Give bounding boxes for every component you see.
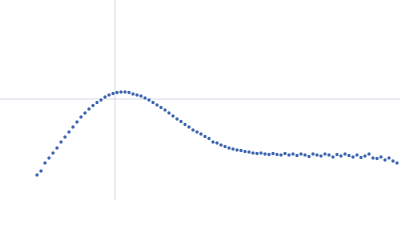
point	[155, 103, 159, 107]
point	[207, 136, 211, 141]
point	[203, 134, 207, 139]
point	[127, 90, 131, 95]
point	[115, 90, 119, 95]
point	[87, 107, 91, 111]
point	[351, 155, 355, 159]
point	[287, 153, 291, 157]
point	[383, 158, 387, 162]
point	[179, 119, 183, 124]
point	[111, 91, 115, 96]
point	[331, 155, 335, 159]
point	[107, 93, 111, 97]
point	[255, 151, 259, 156]
point	[375, 156, 379, 161]
point	[315, 153, 319, 157]
point	[139, 94, 143, 98]
point	[363, 154, 367, 158]
point	[191, 128, 195, 132]
point	[355, 153, 359, 157]
point	[291, 152, 295, 156]
point	[247, 150, 251, 154]
point	[279, 153, 283, 157]
point	[275, 152, 279, 157]
point	[343, 152, 347, 156]
point	[135, 93, 139, 97]
point	[219, 143, 223, 147]
point	[339, 154, 343, 158]
point	[231, 147, 235, 151]
point	[235, 148, 239, 152]
point	[63, 135, 67, 139]
point	[311, 152, 315, 156]
point	[119, 90, 123, 94]
point	[379, 155, 383, 159]
point	[131, 92, 135, 96]
point	[283, 151, 287, 156]
point	[303, 153, 307, 157]
point	[143, 96, 147, 100]
point	[91, 103, 95, 108]
point	[175, 117, 179, 121]
point	[391, 159, 395, 163]
point	[99, 98, 103, 102]
point	[271, 151, 275, 156]
point	[243, 149, 247, 154]
point	[55, 146, 59, 150]
point	[95, 100, 99, 105]
point	[59, 140, 63, 144]
point	[123, 90, 127, 94]
point	[299, 152, 303, 156]
point	[267, 152, 271, 157]
point	[195, 130, 199, 134]
point	[163, 108, 167, 112]
point	[151, 100, 155, 105]
point	[67, 130, 71, 134]
point	[171, 114, 175, 118]
point	[147, 98, 151, 102]
point	[159, 105, 163, 110]
point	[347, 153, 351, 158]
point	[295, 153, 299, 158]
point	[359, 155, 363, 160]
chart	[0, 0, 400, 200]
point	[211, 140, 215, 144]
point	[263, 152, 267, 156]
point	[43, 161, 47, 165]
point	[103, 95, 107, 99]
point	[307, 154, 311, 159]
point	[319, 154, 323, 158]
point	[47, 156, 51, 160]
point	[51, 151, 55, 155]
point	[323, 152, 327, 156]
point	[199, 132, 203, 136]
point	[367, 152, 371, 156]
point	[39, 169, 43, 173]
point	[35, 173, 39, 177]
point	[335, 152, 339, 157]
point	[215, 141, 219, 145]
point	[167, 111, 171, 115]
point	[327, 153, 331, 157]
point	[395, 161, 399, 165]
point	[251, 151, 255, 155]
point	[223, 144, 227, 149]
point	[239, 148, 243, 153]
point	[227, 146, 231, 150]
point	[83, 111, 87, 115]
point	[259, 151, 263, 155]
point	[371, 156, 375, 160]
point	[71, 125, 75, 129]
point	[183, 122, 187, 127]
point	[75, 120, 79, 124]
point	[187, 125, 191, 129]
point	[387, 156, 391, 160]
point	[79, 115, 83, 119]
